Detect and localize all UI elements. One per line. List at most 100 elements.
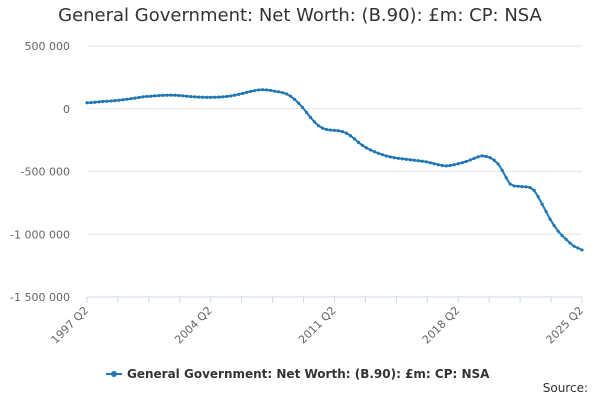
data-point[interactable] (205, 95, 209, 99)
data-point[interactable] (157, 93, 161, 98)
data-point[interactable] (480, 154, 484, 158)
data-point[interactable] (316, 124, 321, 128)
data-point[interactable] (560, 233, 564, 238)
data-point[interactable] (444, 164, 448, 168)
data-point[interactable] (376, 151, 381, 155)
data-point[interactable] (492, 158, 496, 162)
data-point[interactable] (133, 96, 137, 100)
data-point[interactable] (241, 91, 245, 96)
data-point[interactable] (141, 95, 145, 99)
data-point[interactable] (153, 94, 157, 98)
data-point[interactable] (416, 159, 420, 163)
data-point[interactable] (356, 140, 361, 144)
data-point[interactable] (520, 184, 524, 189)
data-point[interactable] (249, 89, 253, 94)
data-point[interactable] (436, 163, 440, 167)
data-point[interactable] (221, 95, 225, 99)
data-point[interactable] (372, 150, 377, 154)
data-point[interactable] (165, 93, 169, 97)
data-point[interactable] (580, 248, 584, 252)
legend[interactable]: General Government: Net Worth: (B.90): £… (106, 367, 490, 381)
data-point[interactable] (528, 185, 532, 190)
data-point[interactable] (193, 95, 197, 99)
data-point[interactable] (328, 128, 333, 132)
data-point[interactable] (400, 157, 404, 161)
data-point[interactable] (392, 156, 396, 160)
data-point[interactable] (488, 156, 492, 160)
data-point[interactable] (396, 156, 400, 160)
data-point[interactable] (464, 159, 468, 164)
data-point[interactable] (468, 158, 472, 162)
data-point[interactable] (300, 105, 305, 110)
data-point[interactable] (296, 101, 301, 105)
data-point[interactable] (336, 129, 341, 133)
data-point[interactable] (197, 95, 201, 99)
data-point[interactable] (273, 89, 277, 93)
data-point[interactable] (508, 182, 512, 186)
data-point[interactable] (105, 99, 109, 103)
data-point[interactable] (484, 154, 488, 159)
data-point[interactable] (181, 94, 185, 98)
data-point[interactable] (177, 93, 181, 98)
data-point[interactable] (388, 155, 392, 159)
data-point[interactable] (408, 158, 412, 162)
data-point[interactable] (512, 184, 516, 188)
data-point[interactable] (572, 244, 576, 248)
data-point[interactable] (185, 94, 189, 98)
data-point[interactable] (169, 93, 173, 97)
data-point[interactable] (344, 131, 349, 135)
data-point[interactable] (292, 97, 297, 101)
data-point[interactable] (364, 146, 369, 150)
data-point[interactable] (113, 98, 117, 103)
data-point[interactable] (233, 93, 237, 97)
data-point[interactable] (352, 137, 357, 141)
data-point[interactable] (448, 163, 452, 168)
data-point[interactable] (324, 127, 329, 132)
data-point[interactable] (137, 95, 141, 100)
data-point[interactable] (556, 229, 560, 233)
data-point[interactable] (209, 95, 213, 99)
data-point[interactable] (432, 162, 436, 166)
data-point[interactable] (304, 110, 309, 115)
data-point[interactable] (548, 217, 552, 221)
data-point[interactable] (245, 90, 249, 95)
source-label[interactable]: Source: (542, 381, 588, 395)
data-point[interactable] (576, 246, 580, 250)
data-point[interactable] (173, 93, 177, 97)
data-point[interactable] (320, 126, 325, 130)
data-point[interactable] (312, 120, 317, 124)
data-point[interactable] (360, 143, 365, 147)
data-point[interactable] (125, 97, 129, 101)
data-point[interactable] (420, 159, 424, 163)
data-point[interactable] (117, 98, 121, 102)
data-point[interactable] (225, 94, 229, 99)
data-point[interactable] (89, 101, 93, 105)
data-point[interactable] (189, 94, 193, 99)
legend-series-label[interactable]: General Government: Net Worth: (B.90): £… (127, 367, 490, 381)
data-point[interactable] (456, 162, 460, 166)
data-point[interactable] (332, 128, 337, 132)
data-point[interactable] (284, 92, 289, 96)
series-line[interactable] (86, 88, 583, 251)
data-point[interactable] (384, 154, 388, 158)
data-point[interactable] (564, 237, 568, 241)
data-point[interactable] (261, 88, 265, 92)
data-point[interactable] (532, 188, 536, 192)
data-point[interactable] (412, 158, 416, 162)
data-point[interactable] (277, 90, 281, 94)
data-point[interactable] (97, 100, 101, 104)
data-point[interactable] (121, 98, 125, 102)
data-point[interactable] (237, 92, 241, 96)
data-point[interactable] (93, 100, 97, 104)
data-point[interactable] (340, 129, 345, 134)
data-point[interactable] (308, 115, 313, 120)
data-point[interactable] (524, 185, 528, 189)
data-point[interactable] (145, 94, 149, 99)
data-point[interactable] (424, 160, 428, 164)
data-point[interactable] (504, 176, 508, 180)
data-point[interactable] (404, 157, 408, 161)
data-point[interactable] (229, 94, 233, 98)
data-point[interactable] (161, 93, 165, 97)
data-point[interactable] (380, 153, 385, 157)
data-point[interactable] (472, 156, 476, 160)
